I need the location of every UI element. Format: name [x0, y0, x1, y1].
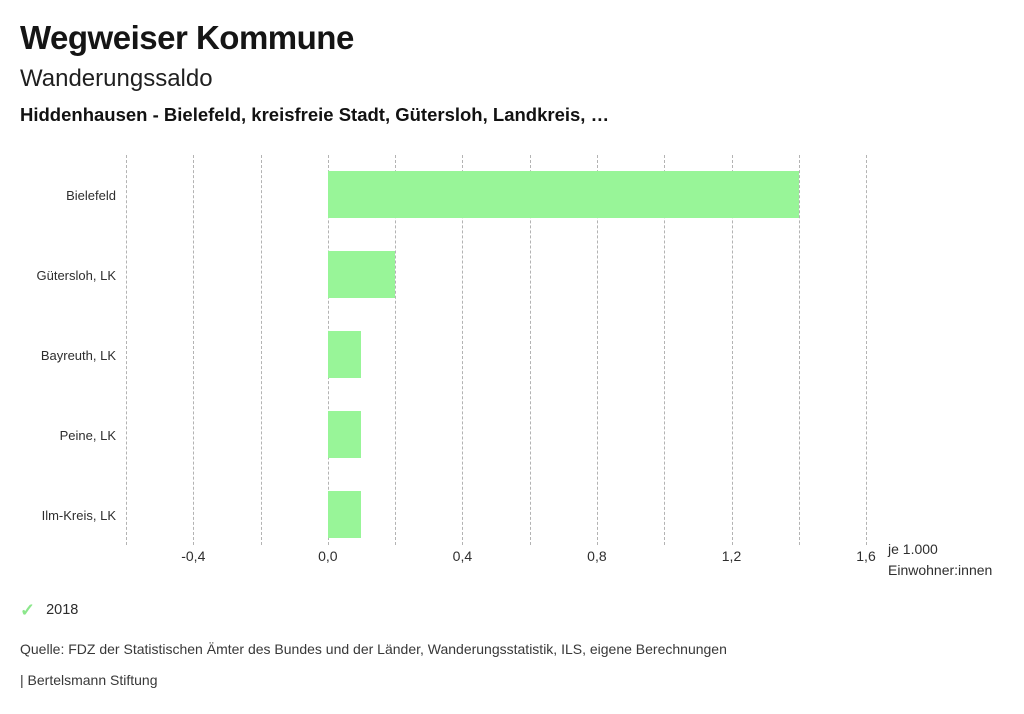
x-tick-label: 1,6	[856, 548, 876, 564]
brand-text: | Bertelsmann Stiftung	[20, 672, 158, 688]
bar[interactable]	[327, 491, 362, 538]
bar[interactable]	[327, 251, 396, 298]
bar[interactable]	[327, 171, 799, 218]
gridline	[866, 155, 867, 545]
gridline	[126, 155, 127, 545]
x-tick-label: 0,4	[452, 548, 473, 564]
axis-unit-line-1: je 1.000	[888, 541, 938, 557]
x-axis-tick-labels: -0,4 0,0 0,4 0,8 1,2 1,6	[126, 548, 876, 566]
bar[interactable]	[327, 411, 362, 458]
gridline	[529, 155, 531, 545]
legend-year-label: 2018	[46, 602, 79, 618]
source-text: Quelle: FDZ der Statistischen Ämter des …	[20, 641, 727, 657]
x-tick-label: 0,0	[318, 548, 338, 564]
category-label: Peine, LK	[59, 427, 116, 443]
page-title: Wegweiser Kommune	[20, 19, 354, 56]
axis-unit-line-2: Einwohner:innen	[888, 562, 993, 578]
x-tick-label: -0,4	[181, 548, 206, 564]
gridline	[596, 155, 598, 545]
bar[interactable]	[327, 331, 362, 378]
check-icon: ✓	[20, 600, 36, 620]
category-label: Bielefeld	[66, 187, 116, 203]
gridline	[798, 155, 800, 545]
gridline	[193, 155, 195, 545]
gridline	[395, 155, 397, 545]
plot-area	[126, 155, 867, 555]
x-tick-label: 1,2	[721, 548, 742, 564]
category-label: Ilm-Kreis, LK	[41, 507, 116, 523]
gridline	[664, 155, 666, 545]
category-label: Gütersloh, LK	[36, 267, 117, 283]
x-tick-label: 0,8	[587, 548, 607, 564]
chart-title: Wanderungssaldo	[20, 65, 213, 92]
axis-unit-label: je 1.000 Einwohner:innen	[888, 539, 992, 581]
gridline	[462, 155, 464, 545]
legend-item-2018[interactable]: ✓ 2018	[20, 601, 78, 619]
chart-subtitle-selection: Hiddenhausen - Bielefeld, kreisfreie Sta…	[20, 104, 610, 125]
category-label: Bayreuth, LK	[40, 347, 116, 363]
gridline	[260, 155, 262, 545]
gridline	[731, 155, 733, 545]
y-axis-labels: Bielefeld Gütersloh, LK Bayreuth, LK Peine,…	[0, 155, 117, 555]
